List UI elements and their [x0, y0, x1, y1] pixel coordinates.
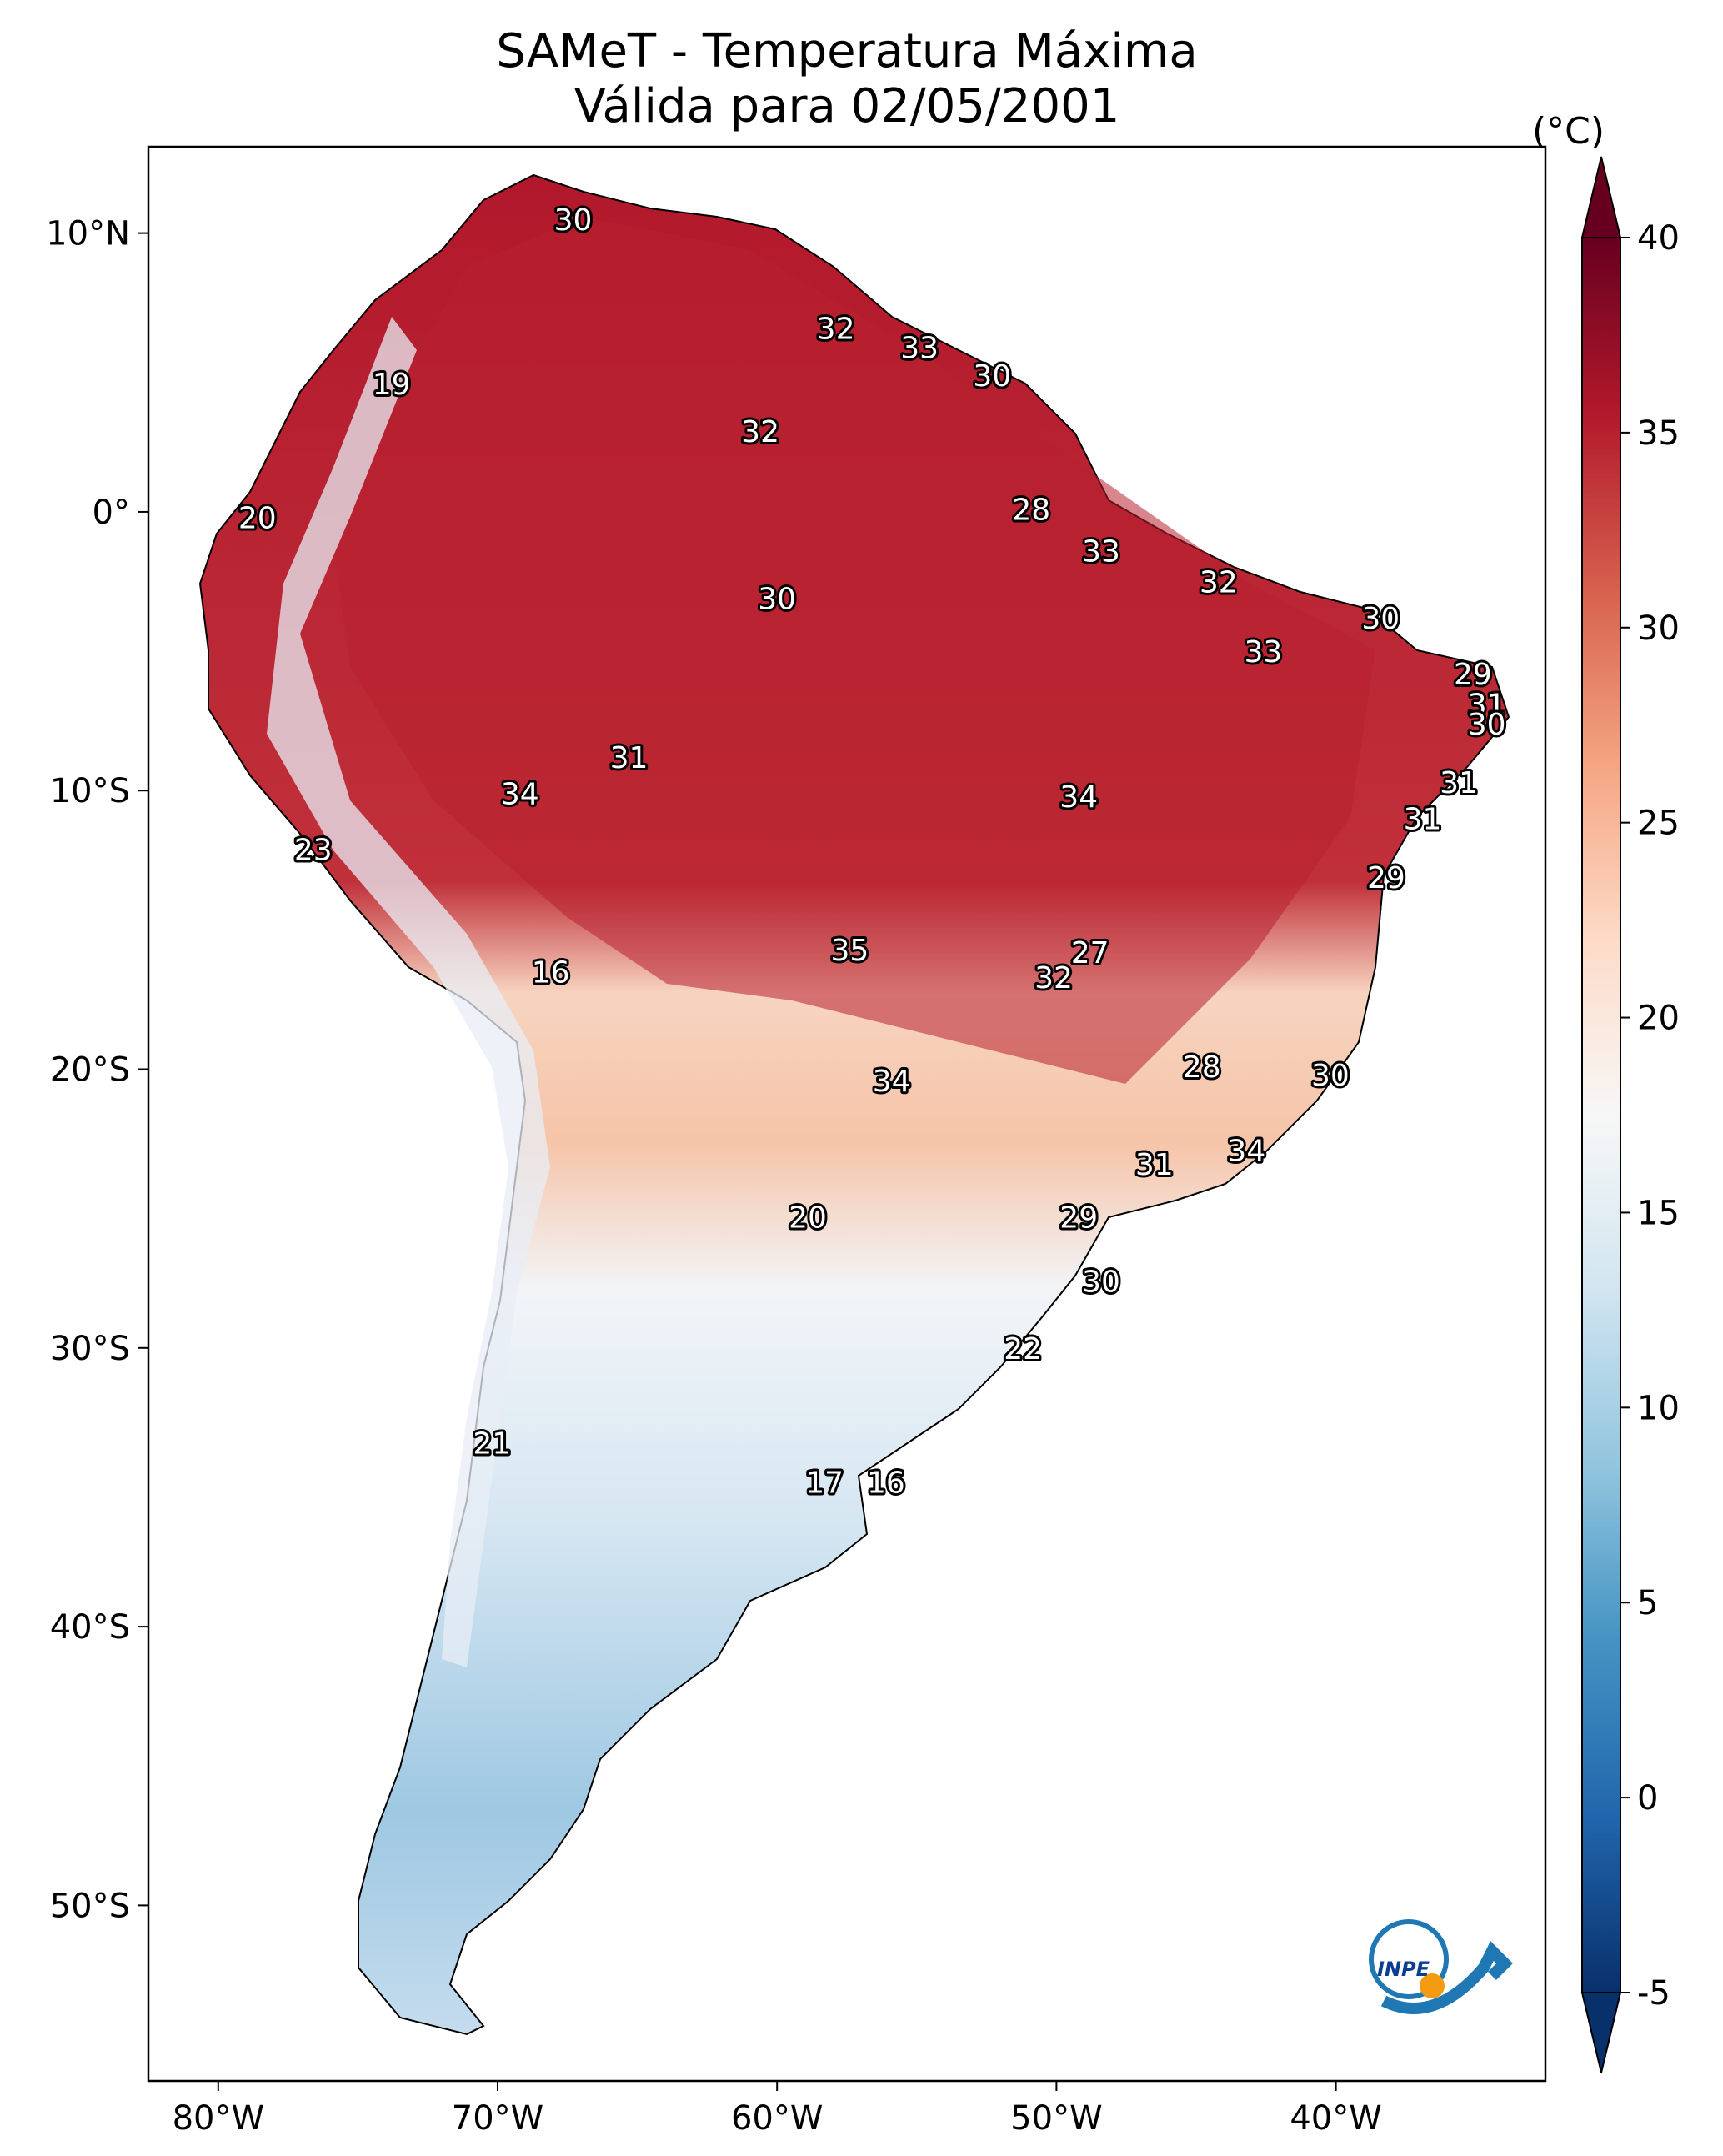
contour-label: 33: [1082, 535, 1120, 569]
land-layer: [198, 173, 1510, 2036]
contour-label: 32: [741, 415, 779, 449]
contour-label: 35: [830, 934, 869, 968]
colorbar-tick-label: 30: [1637, 609, 1680, 648]
contour-label: 29: [1059, 1201, 1098, 1236]
contour-label: 20: [789, 1201, 827, 1236]
map-frame: [147, 145, 1547, 2083]
contour-label: 32: [1034, 961, 1073, 995]
lat-tick-label: 50°S: [50, 1887, 130, 1925]
colorbar-tick-label: 35: [1637, 414, 1680, 453]
lon-tick-label: 70°W: [452, 2099, 543, 2138]
contour-label: 30: [1468, 708, 1506, 742]
colorbar-tick-label: 25: [1637, 805, 1680, 843]
logo-text: INPE: [1377, 1958, 1430, 1981]
lat-tick-label: 40°S: [50, 1608, 130, 1647]
lat-tick-label: 0°: [93, 494, 130, 532]
contour-label: 32: [1200, 565, 1238, 599]
contour-label: 20: [238, 502, 277, 536]
colorbar-tick-label: 10: [1637, 1389, 1680, 1427]
contour-label: 16: [867, 1466, 905, 1500]
inpe-logo: INPE: [1369, 1919, 1513, 2014]
colorbar-tick-label: 5: [1637, 1584, 1658, 1622]
contour-label: 31: [610, 741, 649, 775]
contour-label: 28: [1012, 494, 1050, 528]
colorbar-unit: (°C): [1532, 110, 1605, 153]
chart-title: SAMeT - Temperatura Máxima: [496, 24, 1198, 78]
logo-arrow-icon: [1380, 1941, 1513, 2014]
contour-label: 34: [1059, 780, 1098, 815]
contour-label: 31: [1468, 689, 1506, 723]
colorbar-tick-label: 0: [1637, 1779, 1658, 1818]
colorbar-tick-label: 20: [1637, 1000, 1680, 1038]
colorbar-body: [1581, 237, 1621, 1993]
contour-label: 23: [294, 833, 333, 867]
contour-label: 33: [900, 332, 939, 366]
lon-tick-label: 40°W: [1290, 2099, 1381, 2138]
contour-label: 30: [973, 359, 1011, 394]
contour-label: 30: [554, 203, 593, 238]
contour-label: 30: [1311, 1059, 1350, 1093]
lon-tick-label: 60°W: [731, 2099, 823, 2138]
contour-label: 29: [1367, 861, 1405, 895]
contour-label: 19: [373, 368, 411, 402]
lat-tick-label: 10°S: [50, 772, 130, 810]
lat-tick-label: 20°S: [50, 1051, 130, 1090]
logo-sun-icon: [1420, 1973, 1445, 1998]
contour-label: 28: [1183, 1050, 1221, 1085]
chart-subtitle: Válida para 02/05/2001: [573, 79, 1120, 133]
contour-label: 34: [873, 1065, 911, 1099]
contour-label: 33: [1245, 635, 1283, 669]
contour-label: 21: [473, 1426, 511, 1461]
contour-label: 32: [817, 312, 855, 346]
contour-label: 22: [1004, 1332, 1042, 1366]
contour-label: 31: [1135, 1148, 1174, 1182]
axis-ticks: 80°W 70°W 60°W 50°W 40°W 10°N 0° 10°S 20°S 30°S 40…: [46, 215, 1382, 2138]
contour-label: 16: [532, 956, 570, 990]
colorbar-bottom-extension: [1580, 1992, 1622, 2073]
contour-label: 27: [1071, 936, 1109, 970]
colorbar-tick-label: -5: [1637, 1974, 1670, 2013]
tropical-heat-region: [333, 217, 1375, 1084]
lat-tick-label: 10°N: [46, 215, 130, 253]
contour-label: 31: [1440, 766, 1478, 800]
contour-label: 30: [758, 583, 796, 617]
contour-label: 31: [1404, 803, 1442, 837]
lon-tick-label: 50°W: [1010, 2099, 1102, 2138]
logo-orbit-icon: [1369, 1919, 1449, 1999]
lat-tick-label: 30°S: [50, 1330, 130, 1368]
colorbar-ticks: 40 35 30 25 20 15 10 5 0 -5: [1620, 219, 1680, 2013]
contour-label: 34: [501, 778, 539, 812]
colorbar-tick-label: 15: [1637, 1194, 1680, 1232]
andes-cool-band: [267, 317, 550, 1667]
colorbar: 40 35 30 25 20 15 10 5 0 -5: [1580, 156, 1680, 2073]
contour-label: 29: [1454, 658, 1492, 692]
colorbar-tick-label: 40: [1637, 219, 1680, 258]
contour-label: 30: [1082, 1266, 1120, 1300]
contour-label: 17: [805, 1466, 844, 1500]
colorbar-top-extension: [1580, 156, 1622, 238]
contour-label: 34: [1227, 1134, 1265, 1168]
lon-tick-label: 80°W: [173, 2099, 264, 2138]
contour-label: 30: [1361, 602, 1400, 636]
